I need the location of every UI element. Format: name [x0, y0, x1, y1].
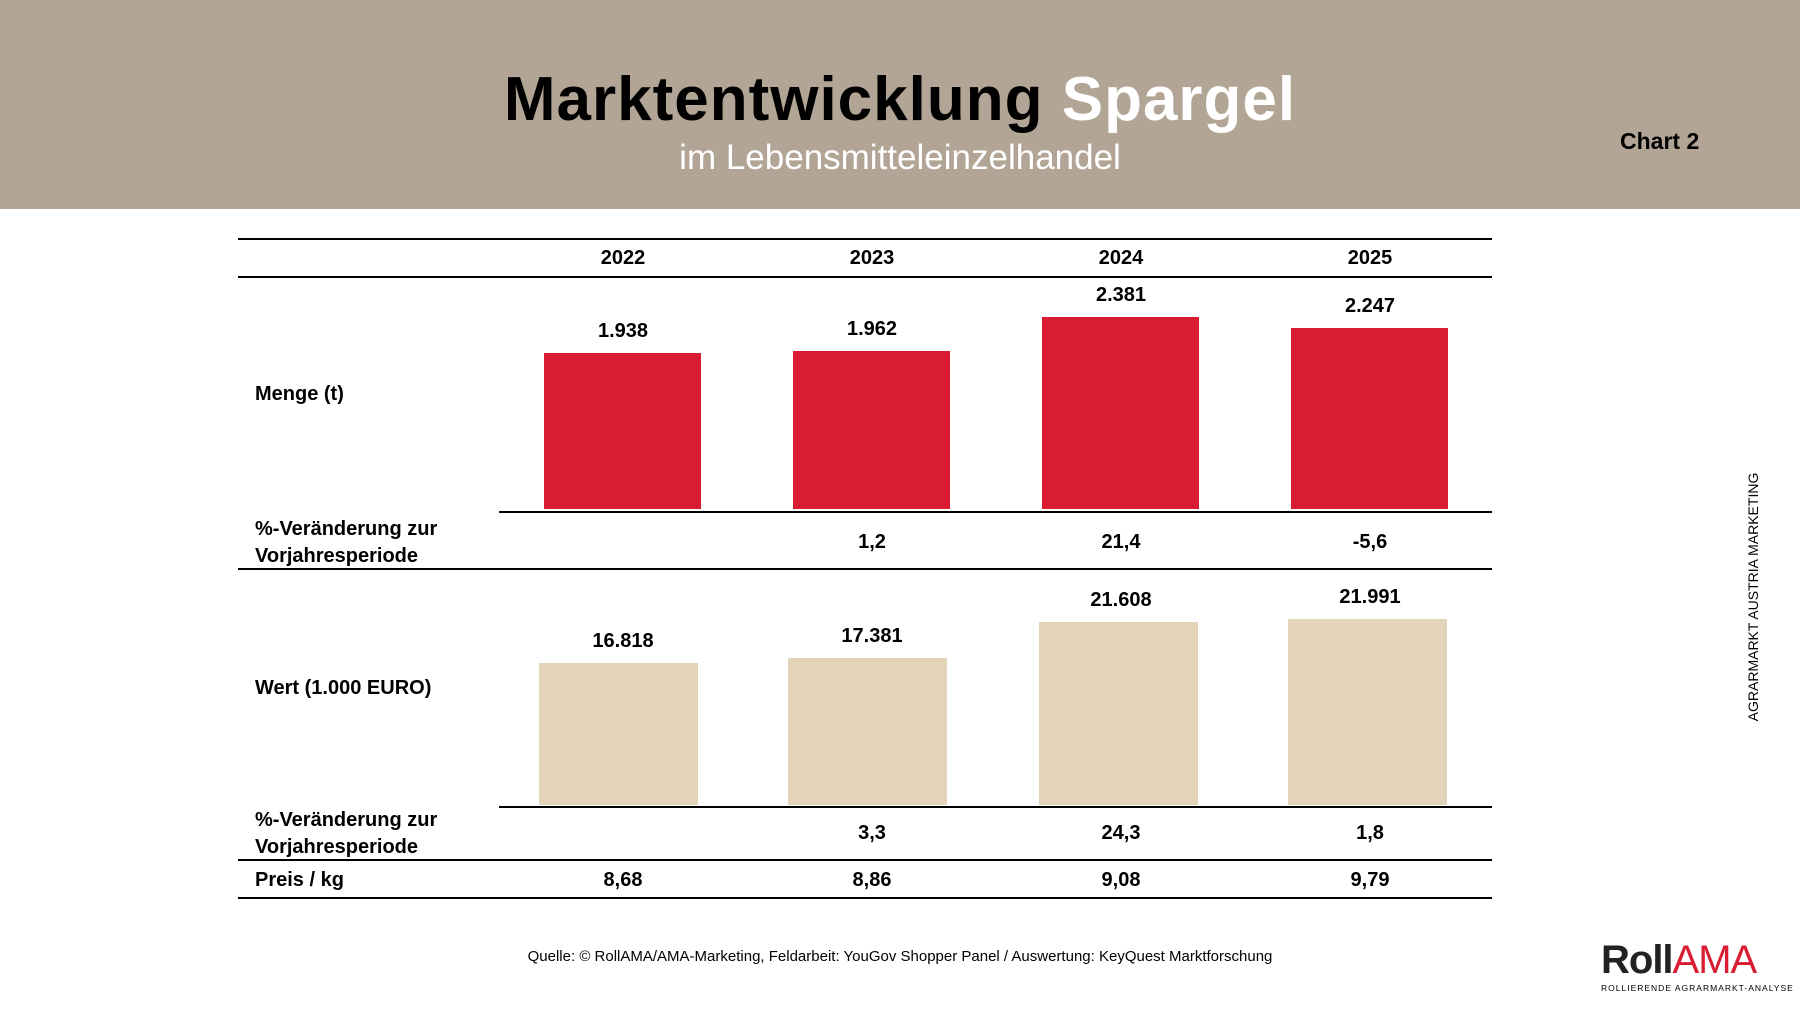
- rule: [238, 859, 1492, 861]
- rule: [238, 897, 1492, 899]
- menge-bar: [1042, 317, 1199, 509]
- logo-tagline: ROLLIERENDE AGRARMARKT-ANALYSE: [1601, 983, 1794, 993]
- rule: [238, 238, 1492, 240]
- row-label-menge: Menge (t): [255, 383, 344, 405]
- wert-change-value: 24,3: [1101, 822, 1141, 844]
- menge-change-value: -5,6: [1352, 531, 1388, 553]
- wert-bar: [788, 657, 947, 805]
- menge-change-value: 21,4: [1101, 531, 1141, 553]
- rule: [238, 568, 1492, 570]
- title-dark: Marktentwicklung: [503, 65, 1044, 134]
- rule: [238, 276, 1492, 278]
- row-label-wert-change: %-Veränderung zur Vorjahresperiode: [255, 807, 437, 861]
- year-header: 2025: [1347, 247, 1393, 269]
- menge-value-label: 1.938: [597, 319, 649, 342]
- year-header: 2023: [849, 247, 895, 269]
- menge-bar: [1291, 327, 1448, 509]
- logo-roll: Roll: [1601, 938, 1674, 982]
- rollama-logo: RollAMA ROLLIERENDE AGRARMARKT-ANALYSE: [1601, 940, 1794, 993]
- row-label-menge-change: %-Veränderung zur Vorjahresperiode: [255, 516, 437, 570]
- row-label-wert: Wert (1.000 EURO): [255, 677, 432, 699]
- wert-bar: [1288, 618, 1447, 805]
- price-value: 8,68: [603, 869, 643, 891]
- menge-change-value: 1,2: [858, 531, 886, 553]
- wert-value-label: 17.381: [841, 624, 903, 647]
- side-text: AGRARMARKT AUSTRIA MARKETING: [1745, 472, 1761, 722]
- menge-value-label: 2.381: [1095, 284, 1147, 307]
- chart-label: Chart 2: [1620, 128, 1700, 154]
- menge-bar: [793, 350, 950, 509]
- wert-value-label: 21.608: [1090, 589, 1152, 612]
- logo-ama: AMA: [1672, 938, 1758, 982]
- wert-bar: [539, 662, 698, 805]
- subtitle: im Lebensmitteleinzelhandel: [679, 138, 1121, 177]
- wert-change-value: 1,8: [1356, 822, 1384, 844]
- price-value: 9,08: [1101, 869, 1141, 891]
- price-value: 8,86: [852, 869, 892, 891]
- wert-value-label: 16.818: [592, 629, 654, 652]
- wert-change-value: 3,3: [858, 822, 886, 844]
- wert-value-label: 21.991: [1339, 585, 1401, 608]
- label-line: %-Veränderung zur: [255, 809, 438, 831]
- rule: [499, 806, 1492, 808]
- title-light: Spargel: [1061, 65, 1297, 134]
- year-header: 2022: [600, 247, 646, 269]
- price-value: 9,79: [1350, 869, 1390, 891]
- menge-bar: [544, 352, 701, 509]
- wert-bar: [1039, 622, 1198, 805]
- year-header: 2024: [1098, 247, 1144, 269]
- menge-value-label: 2.247: [1344, 294, 1396, 317]
- header-band: [0, 0, 1800, 209]
- label-line: %-Veränderung zur: [255, 518, 438, 540]
- menge-value-label: 1.962: [846, 317, 898, 340]
- source-note: Quelle: © RollAMA/AMA-Marketing, Feldarb…: [527, 948, 1273, 965]
- page-title: Marktentwicklung Spargel: [0, 64, 1800, 135]
- label-line: Vorjahresperiode: [255, 836, 419, 858]
- row-label-price: Preis / kg: [255, 869, 344, 891]
- rule: [499, 511, 1492, 513]
- label-line: Vorjahresperiode: [255, 545, 419, 567]
